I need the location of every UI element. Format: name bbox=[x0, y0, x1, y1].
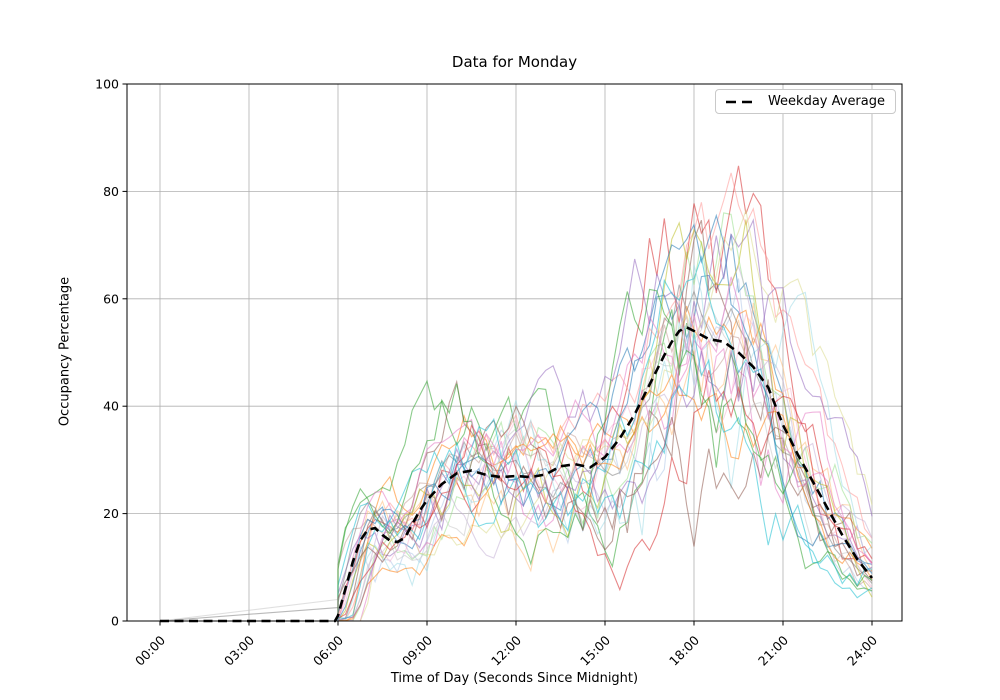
legend-dashed-line-icon bbox=[725, 100, 758, 103]
y-tick-label: 20 bbox=[103, 506, 119, 521]
x-tick-label: 12:00 bbox=[488, 632, 524, 668]
x-tick-label: 18:00 bbox=[666, 632, 702, 668]
x-tick-label: 09:00 bbox=[399, 632, 435, 668]
individual-day-line bbox=[160, 219, 873, 621]
y-tick-label: 60 bbox=[103, 291, 119, 306]
individual-day-line bbox=[160, 287, 873, 621]
individual-day-line bbox=[159, 301, 873, 621]
x-tick-label: 06:00 bbox=[310, 632, 346, 668]
individual-day-line bbox=[160, 276, 873, 621]
x-tick-label: 03:00 bbox=[221, 632, 257, 668]
y-axis-label: Occupancy Percentage bbox=[57, 276, 73, 427]
individual-day-line bbox=[160, 313, 873, 621]
individual-day-line bbox=[160, 208, 873, 621]
individual-day-line bbox=[160, 264, 873, 621]
y-tick-label: 0 bbox=[111, 614, 119, 629]
individual-day-line bbox=[160, 309, 873, 621]
individual-day-line bbox=[160, 373, 873, 621]
individual-day-line bbox=[160, 264, 873, 621]
x-tick-label: 21:00 bbox=[755, 632, 791, 668]
axes-frame bbox=[126, 83, 903, 622]
x-tick-label: 24:00 bbox=[844, 632, 880, 668]
individual-day-line bbox=[160, 288, 873, 621]
series-group bbox=[159, 165, 873, 621]
y-tick-label: 80 bbox=[103, 184, 119, 199]
weekday-average-line bbox=[160, 325, 874, 623]
chart-title: Data for Monday bbox=[451, 53, 578, 71]
individual-day-line bbox=[160, 332, 873, 621]
legend: Weekday Average bbox=[714, 89, 896, 114]
x-axis-label: Time of Day (Seconds Since Midnight) bbox=[390, 671, 639, 686]
individual-day-line bbox=[160, 297, 873, 621]
y-tick-label: 100 bbox=[95, 77, 119, 92]
y-tick-label: 40 bbox=[103, 399, 119, 414]
x-tick-label: 15:00 bbox=[577, 632, 613, 668]
x-tick-label: 00:00 bbox=[132, 632, 168, 668]
individual-day-line bbox=[160, 212, 873, 621]
legend-label: Weekday Average bbox=[767, 94, 885, 109]
individual-day-line bbox=[160, 370, 873, 621]
